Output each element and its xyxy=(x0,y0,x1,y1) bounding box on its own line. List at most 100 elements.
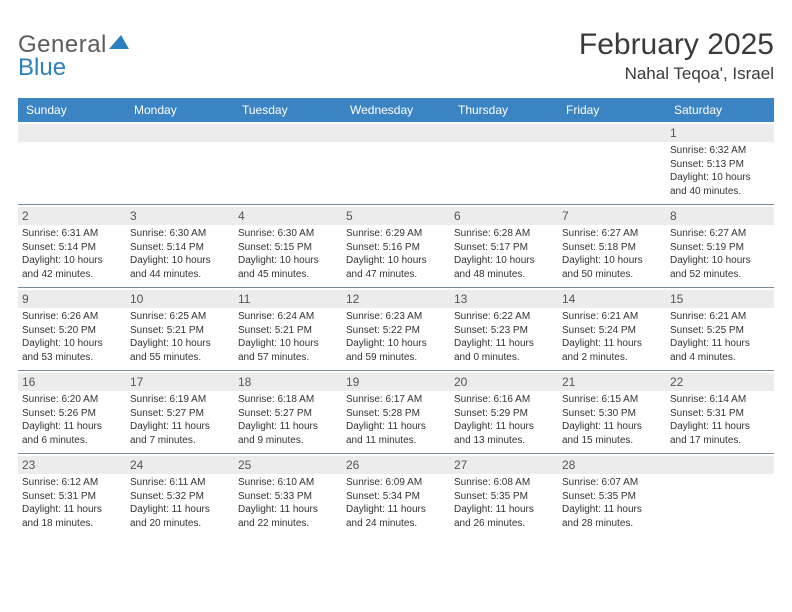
day-cell: 2Sunrise: 6:31 AMSunset: 5:14 PMDaylight… xyxy=(18,205,126,287)
daylight-text-2: and 52 minutes. xyxy=(670,268,770,282)
day-cell: 24Sunrise: 6:11 AMSunset: 5:32 PMDayligh… xyxy=(126,454,234,536)
sunrise-text: Sunrise: 6:21 AM xyxy=(670,310,770,324)
daylight-text-2: and 42 minutes. xyxy=(22,268,122,282)
sunrise-text: Sunrise: 6:32 AM xyxy=(670,144,770,158)
day-cell: 3Sunrise: 6:30 AMSunset: 5:14 PMDaylight… xyxy=(126,205,234,287)
day-cell: 1Sunrise: 6:32 AMSunset: 5:13 PMDaylight… xyxy=(666,122,774,204)
sunset-text: Sunset: 5:22 PM xyxy=(346,324,446,338)
daylight-text-2: and 9 minutes. xyxy=(238,434,338,448)
day-number xyxy=(126,124,234,142)
daylight-text-2: and 28 minutes. xyxy=(562,517,662,531)
sunrise-text: Sunrise: 6:14 AM xyxy=(670,393,770,407)
daylight-text-1: Daylight: 11 hours xyxy=(454,503,554,517)
daylight-text-2: and 22 minutes. xyxy=(238,517,338,531)
sunrise-text: Sunrise: 6:17 AM xyxy=(346,393,446,407)
daylight-text-1: Daylight: 10 hours xyxy=(670,171,770,185)
day-number: 7 xyxy=(558,207,666,225)
day-number: 25 xyxy=(234,456,342,474)
daylight-text-2: and 6 minutes. xyxy=(22,434,122,448)
daylight-text-2: and 4 minutes. xyxy=(670,351,770,365)
day-cell: 26Sunrise: 6:09 AMSunset: 5:34 PMDayligh… xyxy=(342,454,450,536)
daylight-text-2: and 0 minutes. xyxy=(454,351,554,365)
sunset-text: Sunset: 5:31 PM xyxy=(22,490,122,504)
daylight-text-2: and 7 minutes. xyxy=(130,434,230,448)
daylight-text-1: Daylight: 10 hours xyxy=(670,254,770,268)
day-number: 23 xyxy=(18,456,126,474)
daylight-text-2: and 40 minutes. xyxy=(670,185,770,199)
daylight-text-1: Daylight: 11 hours xyxy=(670,420,770,434)
day-cell xyxy=(666,454,774,536)
day-number: 3 xyxy=(126,207,234,225)
daylight-text-2: and 17 minutes. xyxy=(670,434,770,448)
sunrise-text: Sunrise: 6:21 AM xyxy=(562,310,662,324)
sunrise-text: Sunrise: 6:31 AM xyxy=(22,227,122,241)
day-cell: 19Sunrise: 6:17 AMSunset: 5:28 PMDayligh… xyxy=(342,371,450,453)
day-number: 13 xyxy=(450,290,558,308)
day-cell: 4Sunrise: 6:30 AMSunset: 5:15 PMDaylight… xyxy=(234,205,342,287)
day-header: Saturday xyxy=(666,98,774,122)
daylight-text-1: Daylight: 11 hours xyxy=(346,420,446,434)
logo-text-2: Blue xyxy=(18,54,66,82)
day-header: Friday xyxy=(558,98,666,122)
sunset-text: Sunset: 5:35 PM xyxy=(562,490,662,504)
daylight-text-1: Daylight: 11 hours xyxy=(454,337,554,351)
daylight-text-1: Daylight: 11 hours xyxy=(22,503,122,517)
daylight-text-2: and 45 minutes. xyxy=(238,268,338,282)
week-row: 1Sunrise: 6:32 AMSunset: 5:13 PMDaylight… xyxy=(18,122,774,204)
daylight-text-1: Daylight: 10 hours xyxy=(238,337,338,351)
daylight-text-2: and 44 minutes. xyxy=(130,268,230,282)
daylight-text-2: and 57 minutes. xyxy=(238,351,338,365)
day-number xyxy=(18,124,126,142)
sunrise-text: Sunrise: 6:16 AM xyxy=(454,393,554,407)
sunrise-text: Sunrise: 6:11 AM xyxy=(130,476,230,490)
day-cell: 9Sunrise: 6:26 AMSunset: 5:20 PMDaylight… xyxy=(18,288,126,370)
day-cell: 11Sunrise: 6:24 AMSunset: 5:21 PMDayligh… xyxy=(234,288,342,370)
daylight-text-1: Daylight: 11 hours xyxy=(238,420,338,434)
daylight-text-2: and 59 minutes. xyxy=(346,351,446,365)
sunrise-text: Sunrise: 6:22 AM xyxy=(454,310,554,324)
daylight-text-2: and 2 minutes. xyxy=(562,351,662,365)
day-number: 14 xyxy=(558,290,666,308)
day-number xyxy=(342,124,450,142)
daylight-text-2: and 50 minutes. xyxy=(562,268,662,282)
day-number xyxy=(558,124,666,142)
day-number: 4 xyxy=(234,207,342,225)
week-row: 2Sunrise: 6:31 AMSunset: 5:14 PMDaylight… xyxy=(18,204,774,287)
sunset-text: Sunset: 5:21 PM xyxy=(130,324,230,338)
daylight-text-1: Daylight: 11 hours xyxy=(238,503,338,517)
day-header: Tuesday xyxy=(234,98,342,122)
daylight-text-2: and 47 minutes. xyxy=(346,268,446,282)
daylight-text-1: Daylight: 10 hours xyxy=(22,337,122,351)
day-cell: 28Sunrise: 6:07 AMSunset: 5:35 PMDayligh… xyxy=(558,454,666,536)
day-cell: 16Sunrise: 6:20 AMSunset: 5:26 PMDayligh… xyxy=(18,371,126,453)
sunrise-text: Sunrise: 6:10 AM xyxy=(238,476,338,490)
day-header: Sunday xyxy=(18,98,126,122)
sunset-text: Sunset: 5:27 PM xyxy=(130,407,230,421)
sunset-text: Sunset: 5:15 PM xyxy=(238,241,338,255)
daylight-text-2: and 55 minutes. xyxy=(130,351,230,365)
sunrise-text: Sunrise: 6:12 AM xyxy=(22,476,122,490)
sunrise-text: Sunrise: 6:26 AM xyxy=(22,310,122,324)
daylight-text-1: Daylight: 11 hours xyxy=(130,420,230,434)
week-row: 9Sunrise: 6:26 AMSunset: 5:20 PMDaylight… xyxy=(18,287,774,370)
day-cell: 7Sunrise: 6:27 AMSunset: 5:18 PMDaylight… xyxy=(558,205,666,287)
day-number: 10 xyxy=(126,290,234,308)
daylight-text-1: Daylight: 10 hours xyxy=(562,254,662,268)
sunset-text: Sunset: 5:25 PM xyxy=(670,324,770,338)
sunset-text: Sunset: 5:30 PM xyxy=(562,407,662,421)
day-number: 2 xyxy=(18,207,126,225)
daylight-text-2: and 26 minutes. xyxy=(454,517,554,531)
sunrise-text: Sunrise: 6:30 AM xyxy=(238,227,338,241)
sunrise-text: Sunrise: 6:18 AM xyxy=(238,393,338,407)
sunrise-text: Sunrise: 6:27 AM xyxy=(670,227,770,241)
daylight-text-2: and 13 minutes. xyxy=(454,434,554,448)
day-cell: 18Sunrise: 6:18 AMSunset: 5:27 PMDayligh… xyxy=(234,371,342,453)
day-cell: 14Sunrise: 6:21 AMSunset: 5:24 PMDayligh… xyxy=(558,288,666,370)
sunset-text: Sunset: 5:33 PM xyxy=(238,490,338,504)
sunrise-text: Sunrise: 6:29 AM xyxy=(346,227,446,241)
sunrise-text: Sunrise: 6:09 AM xyxy=(346,476,446,490)
daylight-text-1: Daylight: 11 hours xyxy=(562,420,662,434)
calendar: Sunday Monday Tuesday Wednesday Thursday… xyxy=(18,98,774,536)
daylight-text-1: Daylight: 11 hours xyxy=(454,420,554,434)
sunset-text: Sunset: 5:13 PM xyxy=(670,158,770,172)
